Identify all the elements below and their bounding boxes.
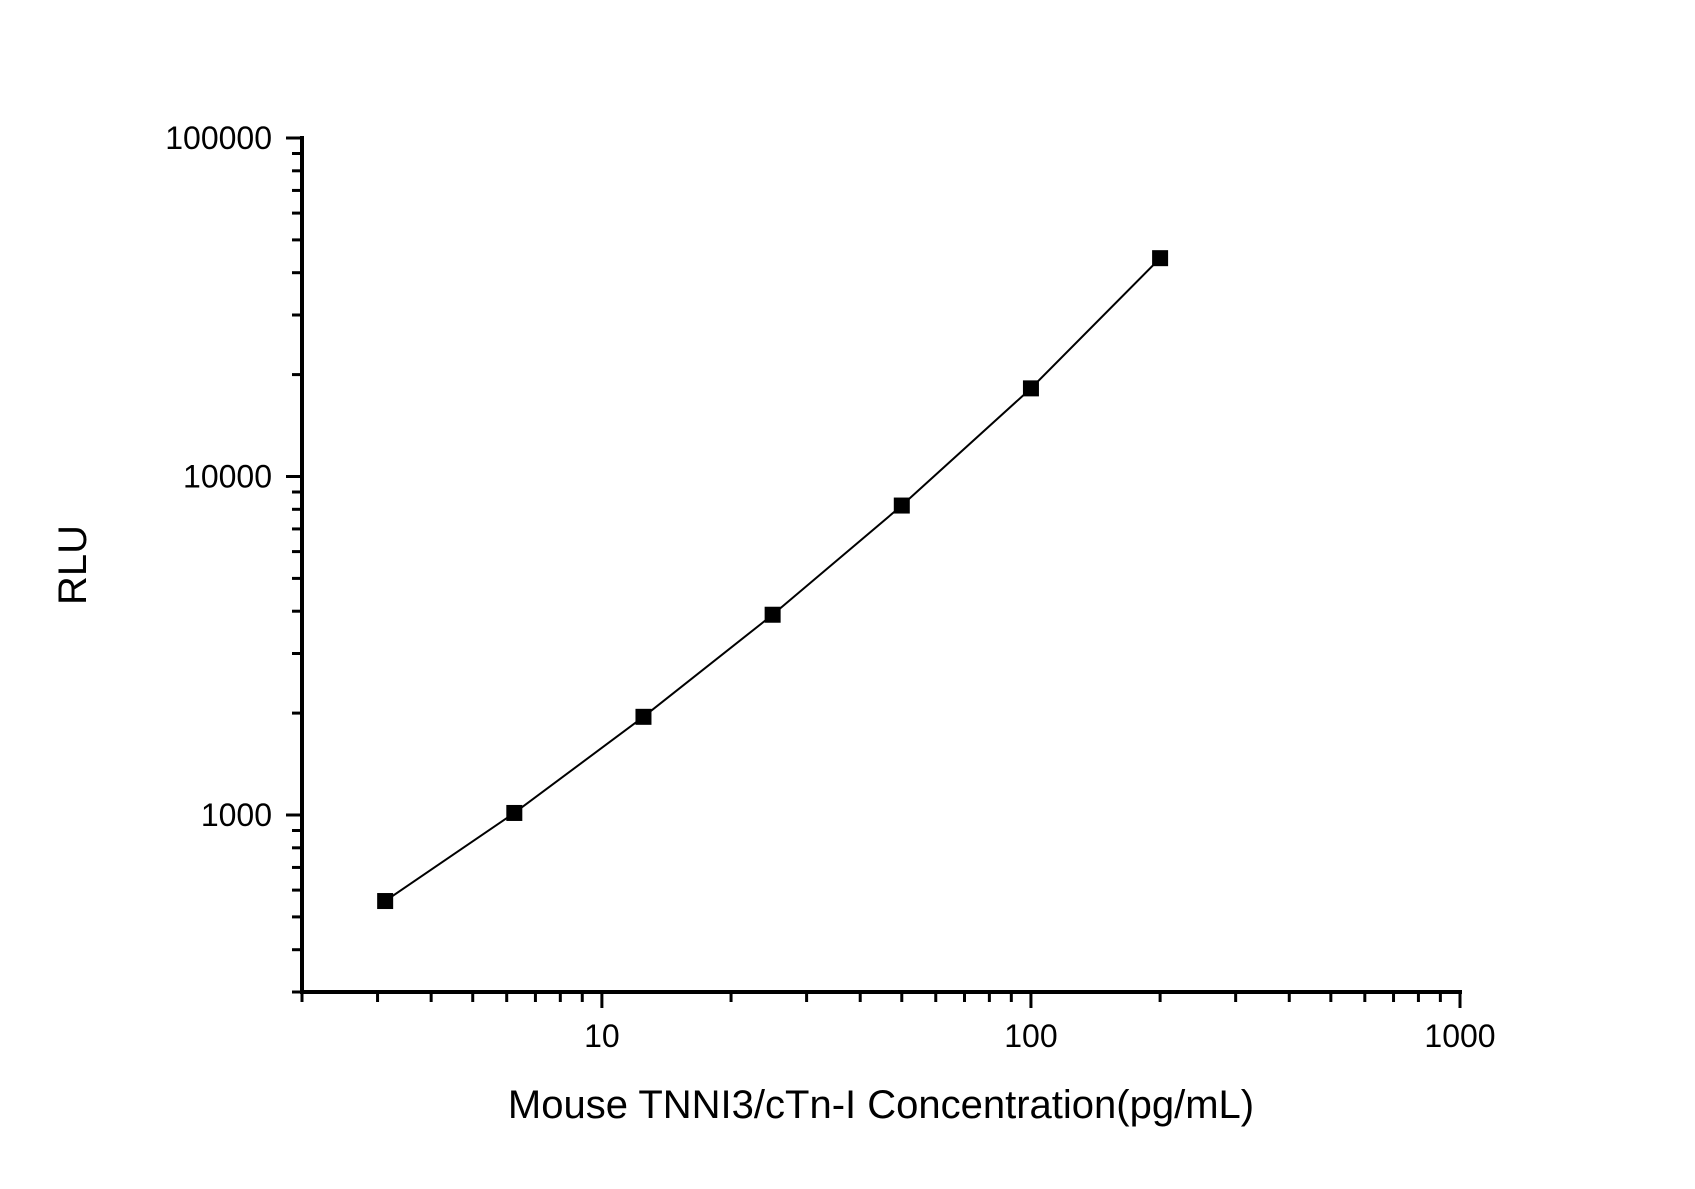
series-line xyxy=(384,257,1161,902)
data-point-marker xyxy=(764,606,781,623)
plot-layer: 10 100 1000 1000 10000 100000 xyxy=(165,120,1495,1054)
data-point-marker xyxy=(377,893,394,910)
x-tick-label: 10 xyxy=(584,1018,620,1054)
data-point-marker xyxy=(1152,250,1169,267)
data-point-marker xyxy=(506,804,523,821)
y-axis-title: RLU xyxy=(51,525,95,605)
data-point-marker xyxy=(893,497,910,514)
axes xyxy=(300,136,1462,994)
x-tick-label: 100 xyxy=(1004,1018,1057,1054)
y-tick-label: 100000 xyxy=(165,120,272,156)
x-tick-label: 1000 xyxy=(1424,1018,1495,1054)
y-tick-label: 1000 xyxy=(201,797,272,833)
data-point-marker xyxy=(635,708,652,725)
data-point-marker xyxy=(1022,380,1039,397)
y-tick-label: 10000 xyxy=(183,459,272,495)
x-axis-title: Mouse TNNI3/cTn-I Concentration(pg/mL) xyxy=(508,1083,1254,1127)
